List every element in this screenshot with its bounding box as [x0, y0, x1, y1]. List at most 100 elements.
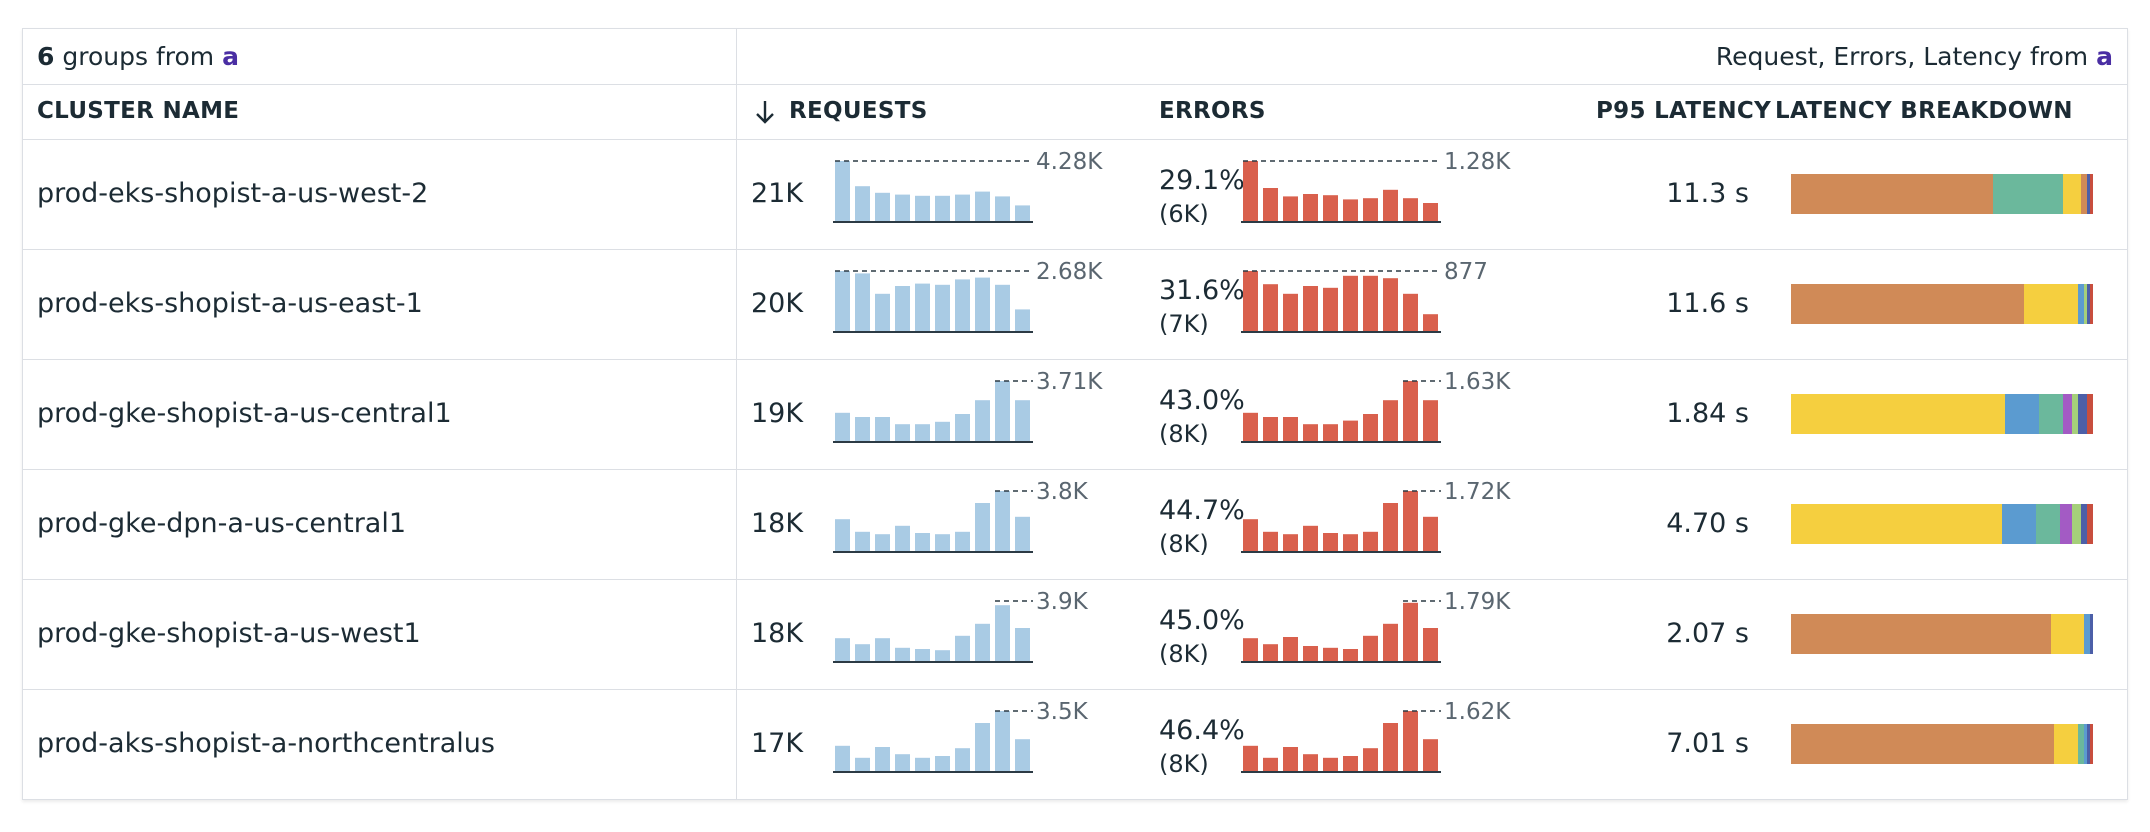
breakdown-segment-orange[interactable] — [2080, 174, 2087, 214]
breakdown-segment-lightgreen[interactable] — [2071, 394, 2078, 434]
breakdown-segment-navy[interactable] — [2077, 394, 2087, 434]
p95-latency-value: 7.01 s — [1666, 728, 1749, 759]
breakdown-segment-lightgreen[interactable] — [2071, 504, 2081, 544]
errors-sparkline-bar — [1403, 293, 1418, 331]
breakdown-segment-red[interactable] — [2086, 504, 2093, 544]
cluster-name[interactable]: prod-gke-dpn-a-us-central1 — [23, 469, 737, 579]
breakdown-segment-yellow[interactable] — [2050, 614, 2084, 654]
breakdown-segment-teal[interactable] — [2038, 394, 2063, 434]
col-cluster-name[interactable]: CLUSTER NAME — [23, 84, 737, 139]
table-row[interactable]: prod-eks-shopist-a-us-west-2 21K 4.28K 29.1… — [23, 139, 2127, 250]
table-row[interactable]: prod-eks-shopist-a-us-east-1 20K 2.68K 31.6… — [23, 249, 2127, 360]
cluster-name[interactable]: prod-eks-shopist-a-us-west-2 — [23, 139, 737, 249]
errors-sparkline-bar — [1263, 284, 1278, 331]
breakdown-segment-yellow[interactable] — [1791, 394, 2006, 434]
metrics-summary-text: Request, Errors, Latency from — [1715, 42, 2089, 71]
errors-sparkline-bar — [1423, 400, 1438, 441]
errors-sparkline[interactable]: 1.28K — [1241, 149, 1521, 227]
breakdown-segment-blue[interactable] — [2077, 284, 2084, 324]
latency-breakdown-bar[interactable] — [1791, 284, 2093, 324]
errors-sparkline-bar — [1423, 314, 1438, 331]
requests-sparkline-bar — [895, 194, 910, 221]
errors-sparkline[interactable]: 1.62K — [1241, 699, 1521, 777]
errors-sparkline[interactable]: 1.63K — [1241, 369, 1521, 447]
errors-sparkline-bar — [1243, 271, 1258, 331]
breakdown-segment-blue[interactable] — [2005, 394, 2039, 434]
p95-latency-value: 2.07 s — [1666, 618, 1749, 649]
breakdown-segment-teal[interactable] — [2035, 504, 2060, 544]
errors-sparkline-bar — [1283, 293, 1298, 331]
breakdown-segment-yellow[interactable] — [2023, 284, 2078, 324]
breakdown-segment-red[interactable] — [2089, 284, 2093, 324]
errors-sparkline-bar — [1423, 739, 1438, 771]
breakdown-segment-orange[interactable] — [1791, 174, 1994, 214]
breakdown-segment-navy[interactable] — [2080, 504, 2087, 544]
sort-descending-icon[interactable] — [751, 98, 779, 126]
errors-sparkline-bar — [1303, 194, 1318, 221]
breakdown-segment-orange[interactable] — [1791, 614, 2051, 654]
errors-sparkline[interactable]: 877 — [1241, 259, 1521, 337]
requests-sparkline[interactable]: 3.71K — [833, 369, 1113, 447]
table-row[interactable]: prod-gke-dpn-a-us-central1 18K 3.8K 44.7% (8… — [23, 469, 2127, 580]
requests-sparkline-bar — [935, 195, 950, 221]
latency-breakdown-bar[interactable] — [1791, 724, 2093, 764]
requests-sparkline-bar — [955, 531, 970, 551]
col-requests[interactable]: REQUESTS — [789, 98, 928, 124]
col-latency-breakdown[interactable]: LATENCY BREAKDOWN — [1775, 98, 2073, 124]
cluster-name[interactable]: prod-aks-shopist-a-northcentralus — [23, 689, 737, 799]
breakdown-segment-blue[interactable] — [2002, 504, 2036, 544]
breakdown-segment-yellow[interactable] — [2053, 724, 2078, 764]
table-row[interactable]: prod-gke-shopist-a-us-central1 19K 3.71K 43… — [23, 359, 2127, 470]
metrics-summary: Request, Errors, Latency from a — [737, 29, 2127, 84]
cluster-name[interactable]: prod-gke-shopist-a-us-central1 — [23, 359, 737, 469]
breakdown-segment-red[interactable] — [2089, 174, 2093, 214]
latency-breakdown-bar[interactable] — [1791, 394, 2093, 434]
table-row[interactable]: prod-gke-shopist-a-us-west1 18K 3.9K 45.0% (… — [23, 579, 2127, 690]
requests-sparkline-bar — [895, 647, 910, 661]
col-p95-latency[interactable]: P95 LATENCY — [1596, 98, 1772, 124]
breakdown-segment-orange[interactable] — [1791, 724, 2054, 764]
requests-sparkline-bar — [975, 723, 990, 771]
table-row[interactable]: prod-aks-shopist-a-northcentralus 17K 3.5K… — [23, 689, 2127, 799]
requests-sparkline[interactable]: 3.8K — [833, 479, 1113, 557]
latency-breakdown-bar[interactable] — [1791, 614, 2093, 654]
breakdown-segment-navy[interactable] — [2086, 174, 2090, 214]
cluster-name[interactable]: prod-eks-shopist-a-us-east-1 — [23, 249, 737, 359]
breakdown-segment-yellow[interactable] — [2062, 174, 2081, 214]
requests-sparkline-bar — [995, 605, 1010, 661]
error-rate: 44.7% — [1159, 495, 1245, 526]
breakdown-segment-red[interactable] — [2089, 724, 2093, 764]
requests-value: 20K — [751, 288, 804, 319]
breakdown-segment-purple[interactable] — [2059, 504, 2072, 544]
errors-sparkline-bar — [1383, 278, 1398, 331]
query-ref[interactable]: a — [222, 42, 239, 71]
breakdown-segment-red[interactable] — [2086, 394, 2093, 434]
requests-sparkline[interactable]: 2.68K — [833, 259, 1113, 337]
breakdown-segment-blue[interactable] — [2083, 724, 2087, 764]
requests-sparkline[interactable]: 3.9K — [833, 589, 1113, 667]
breakdown-segment-blue[interactable] — [2083, 614, 2090, 654]
breakdown-segment-navy[interactable] — [2086, 724, 2090, 764]
breakdown-segment-navy[interactable] — [2089, 614, 2093, 654]
latency-breakdown-bar[interactable] — [1791, 504, 2093, 544]
errors-sparkline-max-label: 1.62K — [1444, 699, 1511, 725]
breakdown-segment-navy[interactable] — [2086, 284, 2090, 324]
breakdown-segment-orange[interactable] — [1791, 284, 2024, 324]
requests-sparkline[interactable]: 4.28K — [833, 149, 1113, 227]
metrics-query-ref[interactable]: a — [2096, 42, 2113, 71]
breakdown-segment-yellow[interactable] — [1791, 504, 2003, 544]
breakdown-segment-purple[interactable] — [2062, 394, 2072, 434]
errors-sparkline-bar — [1243, 638, 1258, 661]
breakdown-segment-teal[interactable] — [2077, 724, 2084, 764]
requests-sparkline[interactable]: 3.5K — [833, 699, 1113, 777]
errors-sparkline-bar — [1383, 623, 1398, 661]
errors-sparkline[interactable]: 1.79K — [1241, 589, 1521, 667]
requests-value: 18K — [751, 508, 804, 539]
breakdown-segment-teal[interactable] — [1993, 174, 2063, 214]
latency-breakdown-bar[interactable] — [1791, 174, 2093, 214]
cluster-name[interactable]: prod-gke-shopist-a-us-west1 — [23, 579, 737, 689]
col-errors[interactable]: ERRORS — [1159, 98, 1266, 124]
errors-sparkline[interactable]: 1.72K — [1241, 479, 1521, 557]
breakdown-segment-lightgreen[interactable] — [2083, 284, 2087, 324]
errors-sparkline-bar — [1343, 199, 1358, 221]
